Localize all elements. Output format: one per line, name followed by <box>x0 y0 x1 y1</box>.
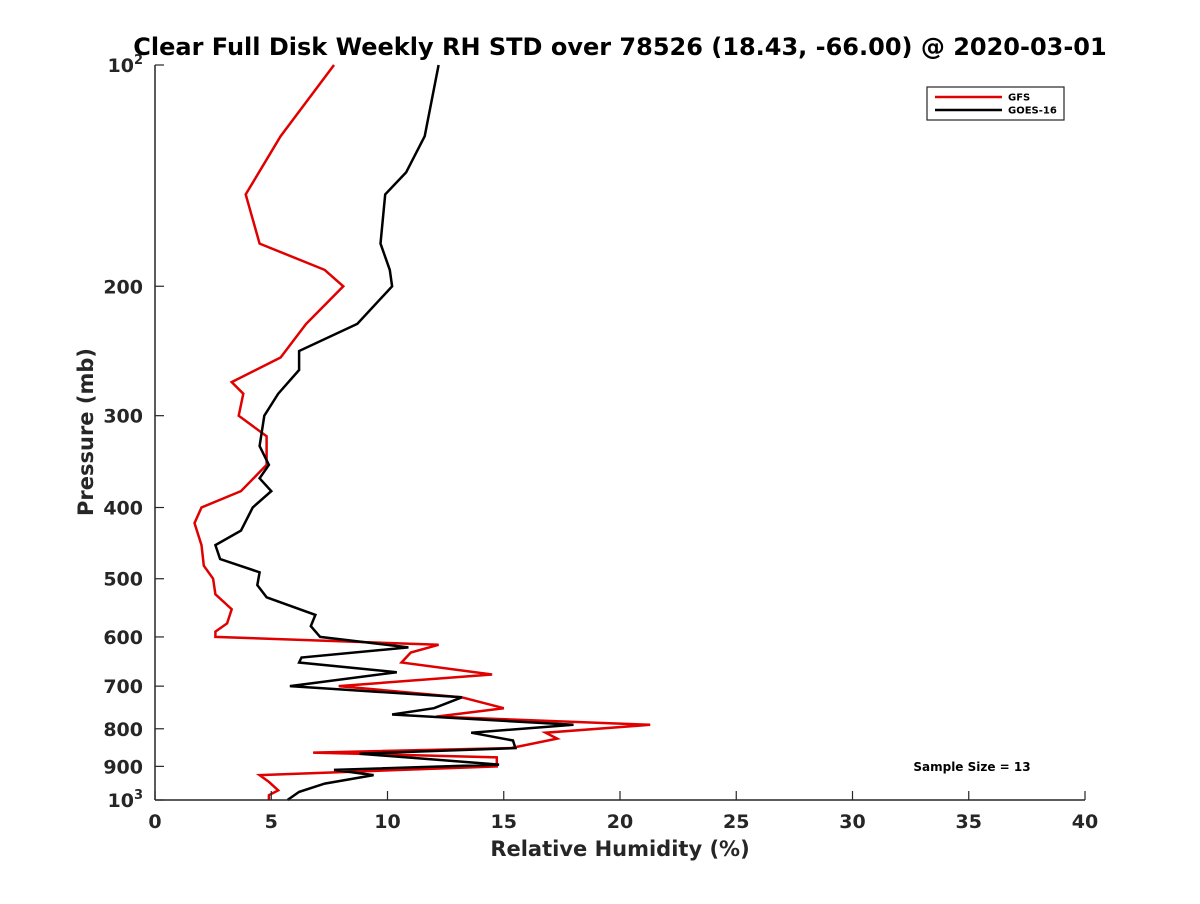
x-ticks: 0 5 10 15 20 25 30 35 40 <box>148 791 1098 833</box>
y-tick-label: 300 <box>103 406 143 428</box>
x-tick-label: 40 <box>1072 811 1098 833</box>
y-tick-label-exponent: 2 <box>134 53 143 68</box>
x-axis-label: Relative Humidity (%) <box>490 837 749 861</box>
series-layer <box>193 64 651 802</box>
y-tick-label: 400 <box>103 498 143 520</box>
x-tick-label: 15 <box>491 811 517 833</box>
y-tick-label: 900 <box>103 756 143 778</box>
series-line-goes16 <box>213 64 574 802</box>
legend: GFS GOES-16 <box>926 86 1065 121</box>
plot-area <box>155 65 1085 800</box>
x-tick-label: 10 <box>374 811 400 833</box>
sample-size-annotation: Sample Size = 13 <box>913 760 1030 774</box>
y-tick-label: 103 <box>108 788 144 812</box>
y-tick-label: 600 <box>103 627 143 649</box>
y-tick-label-base: 10 <box>108 790 134 812</box>
x-tick-label: 20 <box>607 811 633 833</box>
y-tick-label-base: 10 <box>108 55 134 77</box>
chart-title: Clear Full Disk Weekly RH STD over 78526… <box>133 33 1106 61</box>
x-tick-label: 25 <box>723 811 749 833</box>
x-tick-label: 0 <box>148 811 161 833</box>
y-tick-label: 500 <box>103 569 143 591</box>
y-tick-label: 102 <box>108 53 144 77</box>
legend-label-gfs: GFS <box>1008 93 1030 104</box>
legend-label-goes16: GOES-16 <box>1008 106 1057 117</box>
series-line-gfs <box>193 64 651 800</box>
x-tick-label: 30 <box>839 811 865 833</box>
y-axis-label: Pressure (mb) <box>74 348 98 516</box>
y-tick-label: 200 <box>103 276 143 298</box>
y-tick-label: 800 <box>103 719 143 741</box>
y-tick-label: 700 <box>103 676 143 698</box>
legend-box <box>926 86 1065 121</box>
x-tick-label: 35 <box>956 811 982 833</box>
x-tick-label: 5 <box>265 811 278 833</box>
y-tick-label-exponent: 3 <box>134 788 143 803</box>
